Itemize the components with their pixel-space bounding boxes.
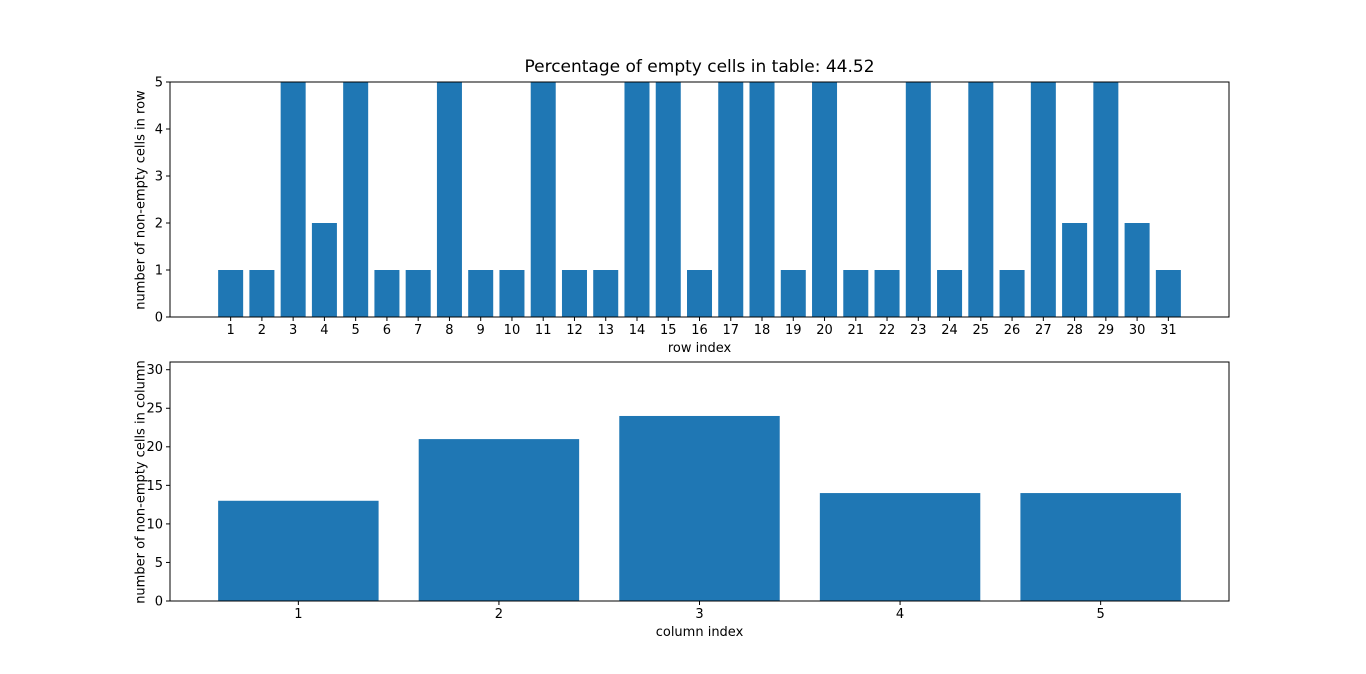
y-tick-label: 25 <box>146 402 163 417</box>
x-tick-label: 29 <box>1098 323 1115 338</box>
bar-x4 <box>819 493 981 601</box>
bar-x4 <box>311 223 337 317</box>
x-tick-label: 17 <box>722 323 739 338</box>
x-tick-label: 8 <box>445 323 453 338</box>
column-chart-ylabel: number of non-empty cells in column <box>133 360 149 604</box>
y-tick-label: 15 <box>146 479 163 494</box>
bar-x3 <box>619 415 780 601</box>
row-chart-ylabel: number of non-empty cells in row <box>133 90 149 310</box>
x-tick-label: 25 <box>973 323 990 338</box>
y-tick-label: 1 <box>155 263 163 278</box>
bar-x1 <box>218 270 244 317</box>
x-tick-label: 1 <box>226 323 234 338</box>
x-tick-label: 4 <box>896 607 904 622</box>
bar-x23 <box>905 82 931 317</box>
bar-x28 <box>1062 223 1088 317</box>
y-tick-label: 0 <box>155 310 163 325</box>
x-tick-label: 9 <box>477 323 485 338</box>
bar-x5 <box>343 82 369 317</box>
bar-x5 <box>1020 493 1181 601</box>
y-tick-label: 5 <box>155 75 163 90</box>
bar-x21 <box>843 270 869 317</box>
bar-x1 <box>218 500 379 601</box>
x-tick-label: 22 <box>879 323 896 338</box>
x-tick-label: 5 <box>1096 607 1104 622</box>
y-tick-label: 10 <box>146 517 163 532</box>
x-tick-label: 19 <box>785 323 802 338</box>
bar-x14 <box>624 82 650 317</box>
bar-x2 <box>249 270 275 317</box>
axes-frame <box>169 81 1230 318</box>
bar-x11 <box>530 82 556 317</box>
x-tick-label: 30 <box>1129 323 1146 338</box>
bar-x10 <box>499 270 525 317</box>
x-tick-label: 6 <box>383 323 391 338</box>
chart-title: Percentage of empty cells in table: 44.5… <box>524 57 875 77</box>
axes-frame <box>169 361 1230 602</box>
x-tick-label: 11 <box>535 323 552 338</box>
x-tick-label: 10 <box>504 323 521 338</box>
x-tick-label: 14 <box>629 323 646 338</box>
x-tick-label: 28 <box>1066 323 1083 338</box>
bar-x25 <box>968 82 994 317</box>
row-bar-chart: 1 2 3 4 5 6 7 8 9 10 11 12 13 14 15 16 17 18 19 20 21 22 23 24 2… <box>155 75 1230 338</box>
column-bar-chart: 1 2 3 4 5 0 5 10 15 20 25 30 <box>146 361 1230 622</box>
x-tick-label: 15 <box>660 323 677 338</box>
bar-x2 <box>418 439 580 601</box>
bar-x7 <box>405 270 431 317</box>
bar-x9 <box>468 270 494 317</box>
bar-x31 <box>1155 270 1181 317</box>
bar-x12 <box>561 270 587 317</box>
x-tick-label: 3 <box>289 323 297 338</box>
bar-x22 <box>874 270 900 317</box>
x-tick-label: 21 <box>848 323 865 338</box>
x-tick-label: 23 <box>910 323 927 338</box>
y-tick-label: 2 <box>155 216 163 231</box>
x-tick-label: 1 <box>294 607 302 622</box>
x-tick-label: 18 <box>754 323 771 338</box>
bar-x15 <box>655 82 681 317</box>
bar-x29 <box>1093 82 1119 317</box>
x-tick-label: 7 <box>414 323 422 338</box>
x-tick-label: 4 <box>320 323 328 338</box>
x-tick-label: 12 <box>566 323 583 338</box>
x-tick-label: 2 <box>495 607 503 622</box>
bar-x20 <box>812 82 838 317</box>
x-tick-label: 16 <box>691 323 708 338</box>
bar-x26 <box>999 270 1025 317</box>
y-tick-label: 5 <box>155 556 163 571</box>
bar-x6 <box>374 270 400 317</box>
bar-x13 <box>593 270 619 317</box>
x-tick-label: 26 <box>1004 323 1021 338</box>
y-tick-label: 20 <box>146 440 163 455</box>
x-tick-label: 2 <box>258 323 266 338</box>
y-tick-label: 30 <box>146 363 163 378</box>
x-tick-label: 5 <box>352 323 360 338</box>
x-tick-label: 3 <box>695 607 703 622</box>
bar-x30 <box>1124 223 1150 317</box>
bar-x17 <box>718 82 744 317</box>
bar-x24 <box>937 270 963 317</box>
bar-x27 <box>1030 82 1056 317</box>
row-chart-xlabel: row index <box>667 341 732 356</box>
bar-x16 <box>687 270 713 317</box>
bar-x8 <box>436 82 462 317</box>
x-tick-label: 24 <box>941 323 958 338</box>
bar-x18 <box>749 82 775 317</box>
y-tick-label: 4 <box>155 122 163 137</box>
x-tick-label: 31 <box>1160 323 1177 338</box>
x-tick-label: 13 <box>597 323 614 338</box>
x-tick-label: 27 <box>1035 323 1052 338</box>
y-tick-label: 3 <box>155 169 163 184</box>
x-tick-label: 20 <box>816 323 833 338</box>
y-tick-label: 0 <box>155 594 163 609</box>
bar-x19 <box>780 270 806 317</box>
bar-x3 <box>280 82 306 317</box>
column-chart-xlabel: column index <box>655 625 744 640</box>
